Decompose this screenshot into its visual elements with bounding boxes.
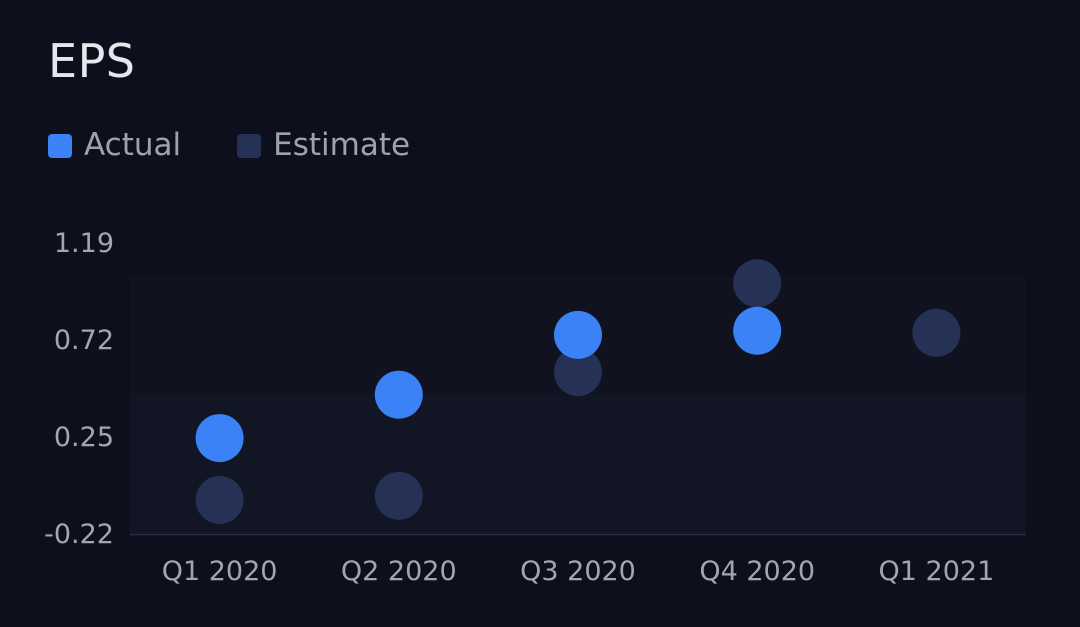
y-axis-ticks: 1.19 0.72 0.25 -0.22 <box>44 228 114 550</box>
legend-label-actual: Actual <box>84 127 182 163</box>
estimate-point <box>195 475 244 524</box>
actual-series <box>195 306 782 463</box>
x-tick-label: Q1 2021 <box>879 556 995 587</box>
actual-point <box>374 370 423 419</box>
legend-swatch-actual <box>48 133 72 158</box>
estimate-series <box>195 259 961 524</box>
estimate-point <box>374 471 423 520</box>
x-tick-label: Q2 2020 <box>341 556 457 587</box>
y-tick-label: -0.22 <box>44 519 114 550</box>
x-tick-label: Q4 2020 <box>699 556 815 587</box>
legend-swatch-estimate <box>237 133 262 158</box>
legend-item-actual[interactable]: Actual <box>48 130 181 161</box>
x-axis-ticks: Q1 2020 Q2 2020 Q3 2020 Q4 2020 Q1 2021 <box>162 556 995 587</box>
actual-point <box>733 306 782 355</box>
y-tick-label: 0.25 <box>54 422 114 453</box>
x-tick-label: Q3 2020 <box>520 556 636 587</box>
chart-legend: Actual Estimate <box>48 130 466 161</box>
x-tick-label: Q1 2020 <box>162 556 278 587</box>
estimate-point <box>733 259 782 308</box>
legend-item-estimate[interactable]: Estimate <box>237 130 410 161</box>
chart-title: EPS <box>48 34 136 88</box>
estimate-point <box>554 348 602 397</box>
actual-point <box>195 414 244 463</box>
plot-area-lower <box>130 394 1026 533</box>
y-tick-label: 0.72 <box>54 325 114 356</box>
estimate-point <box>912 308 961 357</box>
actual-point <box>554 310 602 359</box>
legend-label-estimate: Estimate <box>273 127 411 163</box>
y-tick-label: 1.19 <box>54 228 114 259</box>
